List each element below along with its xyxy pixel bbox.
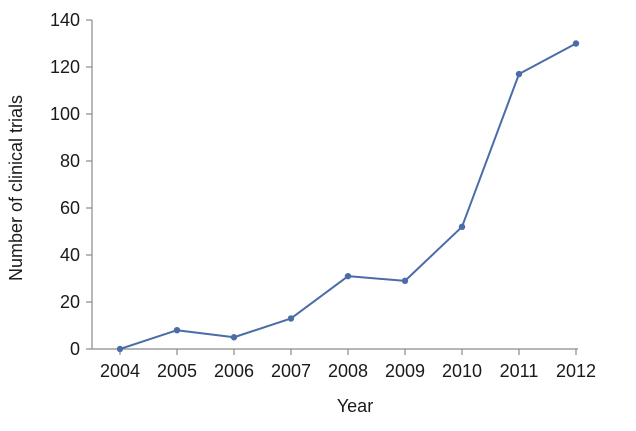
data-point bbox=[344, 272, 352, 280]
y-tick-label: 60 bbox=[60, 198, 80, 218]
x-tick-label: 2006 bbox=[214, 361, 254, 381]
series-line bbox=[119, 42, 577, 350]
data-point bbox=[116, 345, 124, 353]
y-axis-title: Number of clinical trials bbox=[6, 95, 26, 281]
data-point bbox=[401, 277, 409, 285]
x-axis-title: Year bbox=[337, 396, 373, 416]
x-tick-label: 2008 bbox=[328, 361, 368, 381]
data-point bbox=[287, 315, 295, 322]
tick-labels: 0 20 40 60 80 100 120 140 2004 2005 2006 2007 2008 20… bbox=[50, 10, 596, 381]
y-tick-label: 40 bbox=[60, 245, 80, 265]
y-tick-label: 80 bbox=[60, 151, 80, 171]
data-point bbox=[515, 70, 523, 78]
x-tick-label: 2009 bbox=[385, 361, 425, 381]
x-tick-label: 2011 bbox=[500, 361, 539, 381]
x-tick-label: 2012 bbox=[556, 361, 596, 381]
y-tick-label: 120 bbox=[50, 57, 80, 77]
data-point bbox=[173, 327, 181, 334]
y-tick-label: 100 bbox=[50, 104, 80, 124]
y-tick-label: 20 bbox=[60, 292, 80, 312]
x-tick-label: 2010 bbox=[442, 361, 482, 381]
data-point bbox=[572, 40, 580, 47]
x-tick-label: 2007 bbox=[271, 361, 311, 381]
series bbox=[116, 40, 580, 353]
x-tick-label: 2004 bbox=[100, 361, 140, 381]
x-tick-label: 2005 bbox=[157, 361, 197, 381]
y-tick-label: 140 bbox=[50, 10, 80, 30]
data-point bbox=[458, 223, 466, 230]
axes bbox=[86, 19, 578, 355]
y-tick-label: 0 bbox=[70, 339, 80, 359]
data-point bbox=[230, 334, 238, 341]
